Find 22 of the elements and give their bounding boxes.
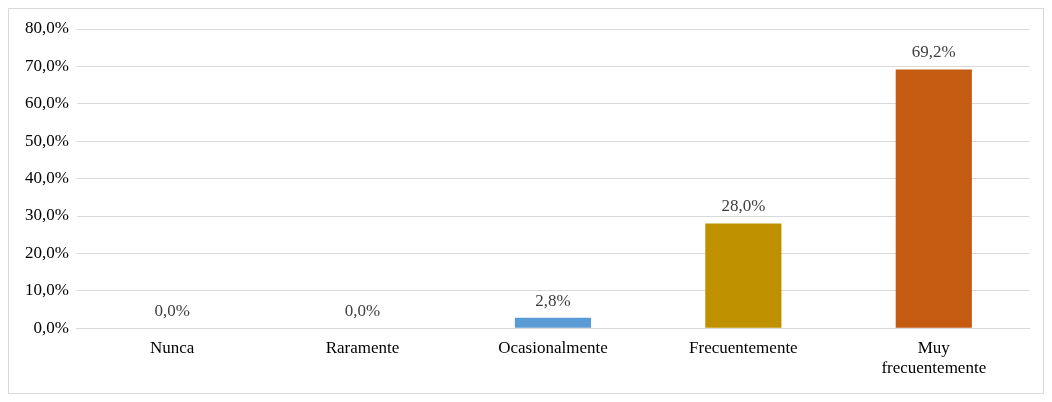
y-tick-label: 70,0% — [24, 55, 69, 75]
x-tick-label: Frecuentemente — [689, 337, 798, 357]
y-tick-label: 0,0% — [33, 317, 69, 337]
y-tick-label: 40,0% — [24, 168, 69, 188]
data-label: 2,8% — [535, 290, 571, 310]
data-label: 69,2% — [911, 42, 956, 62]
data-label: 0,0% — [344, 301, 381, 321]
y-tick-label: 60,0% — [24, 93, 69, 113]
bar — [895, 69, 972, 328]
y-tick-label: 30,0% — [24, 205, 69, 225]
y-tick-label: 80,0% — [24, 18, 69, 38]
y-tick-label: 20,0% — [24, 242, 69, 262]
bar — [514, 317, 592, 328]
x-tick-label: Muy frecuentemente — [881, 337, 987, 378]
bar — [705, 223, 782, 328]
y-tick-label: 10,0% — [24, 280, 69, 300]
x-tick-label: Nunca — [149, 337, 195, 357]
x-tick-label: Ocasionalmente — [498, 337, 608, 357]
x-tick-label: Raramente — [325, 337, 400, 357]
y-tick-label: 50,0% — [24, 130, 69, 150]
data-label: 28,0% — [721, 196, 766, 216]
data-label: 0,0% — [154, 301, 190, 321]
